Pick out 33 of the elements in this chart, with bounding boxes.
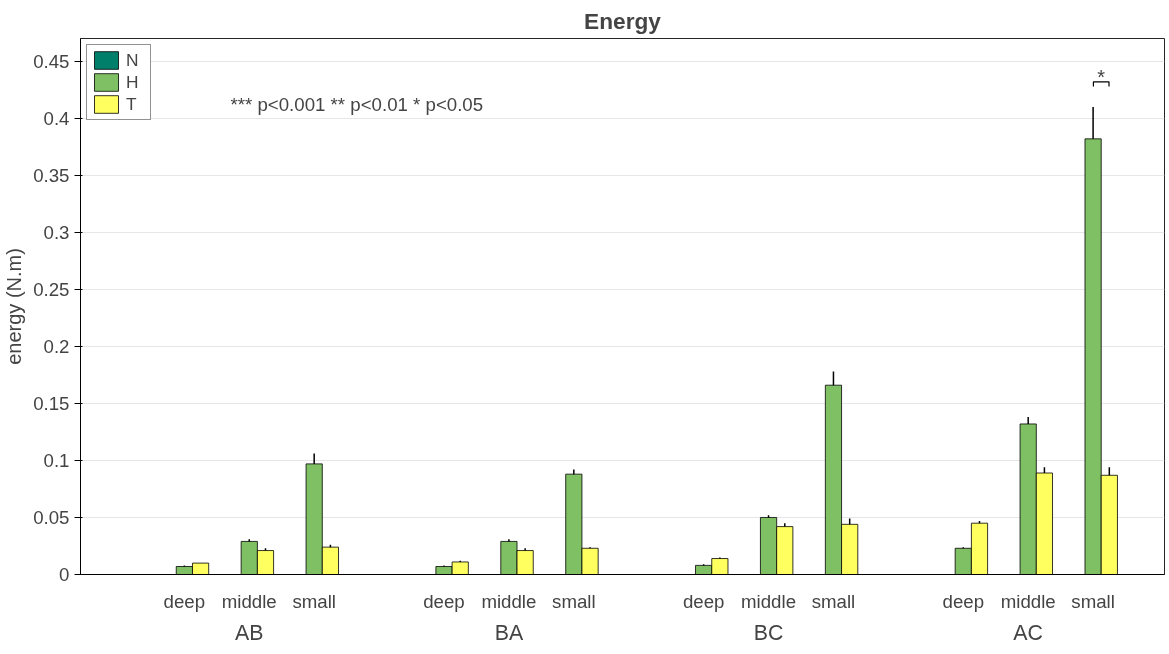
x-tick-label: middle <box>741 590 797 612</box>
annotation: * <box>1097 65 1106 88</box>
y-tick-label: 0.25 <box>33 278 70 300</box>
y-tick-label: 0.45 <box>33 50 70 72</box>
y-tick-label: 0.2 <box>43 335 70 357</box>
x-tick-label: small <box>1071 590 1115 612</box>
y-tick-label: 0 <box>59 564 70 585</box>
x-tick-label: deep <box>163 590 206 612</box>
y-tick-label: 0.4 <box>43 107 70 129</box>
annotation: *** p<0.001 ** p<0.01 * p<0.05 <box>230 94 484 115</box>
legend-label: H <box>126 71 140 93</box>
x-tick-label: middle <box>221 590 277 612</box>
text: AB <box>235 620 264 645</box>
legend-label: T <box>126 93 138 115</box>
y-tick-label: 0.15 <box>33 392 70 414</box>
x-tick-label: deep <box>942 590 985 612</box>
x-tick-label: deep <box>423 590 465 612</box>
y-axis-title: energy (N.m) <box>3 248 26 365</box>
text: BA <box>494 620 524 645</box>
y-tick-label: 0.3 <box>43 221 70 243</box>
x-tick-label: small <box>552 590 596 612</box>
x-tick-label: middle <box>1000 590 1056 612</box>
text: BC <box>753 620 784 645</box>
text: AC <box>1013 620 1044 645</box>
y-tick-label: 0.1 <box>43 449 70 471</box>
legend-label: N <box>126 49 140 71</box>
chart-title: Energy <box>584 7 662 34</box>
y-tick-label: 0.35 <box>33 164 70 186</box>
x-tick-label: small <box>292 590 336 612</box>
x-tick-label: small <box>811 590 856 612</box>
y-tick-label: 0.05 <box>33 506 70 528</box>
x-tick-label: middle <box>481 590 537 612</box>
x-tick-label: deep <box>682 590 725 612</box>
